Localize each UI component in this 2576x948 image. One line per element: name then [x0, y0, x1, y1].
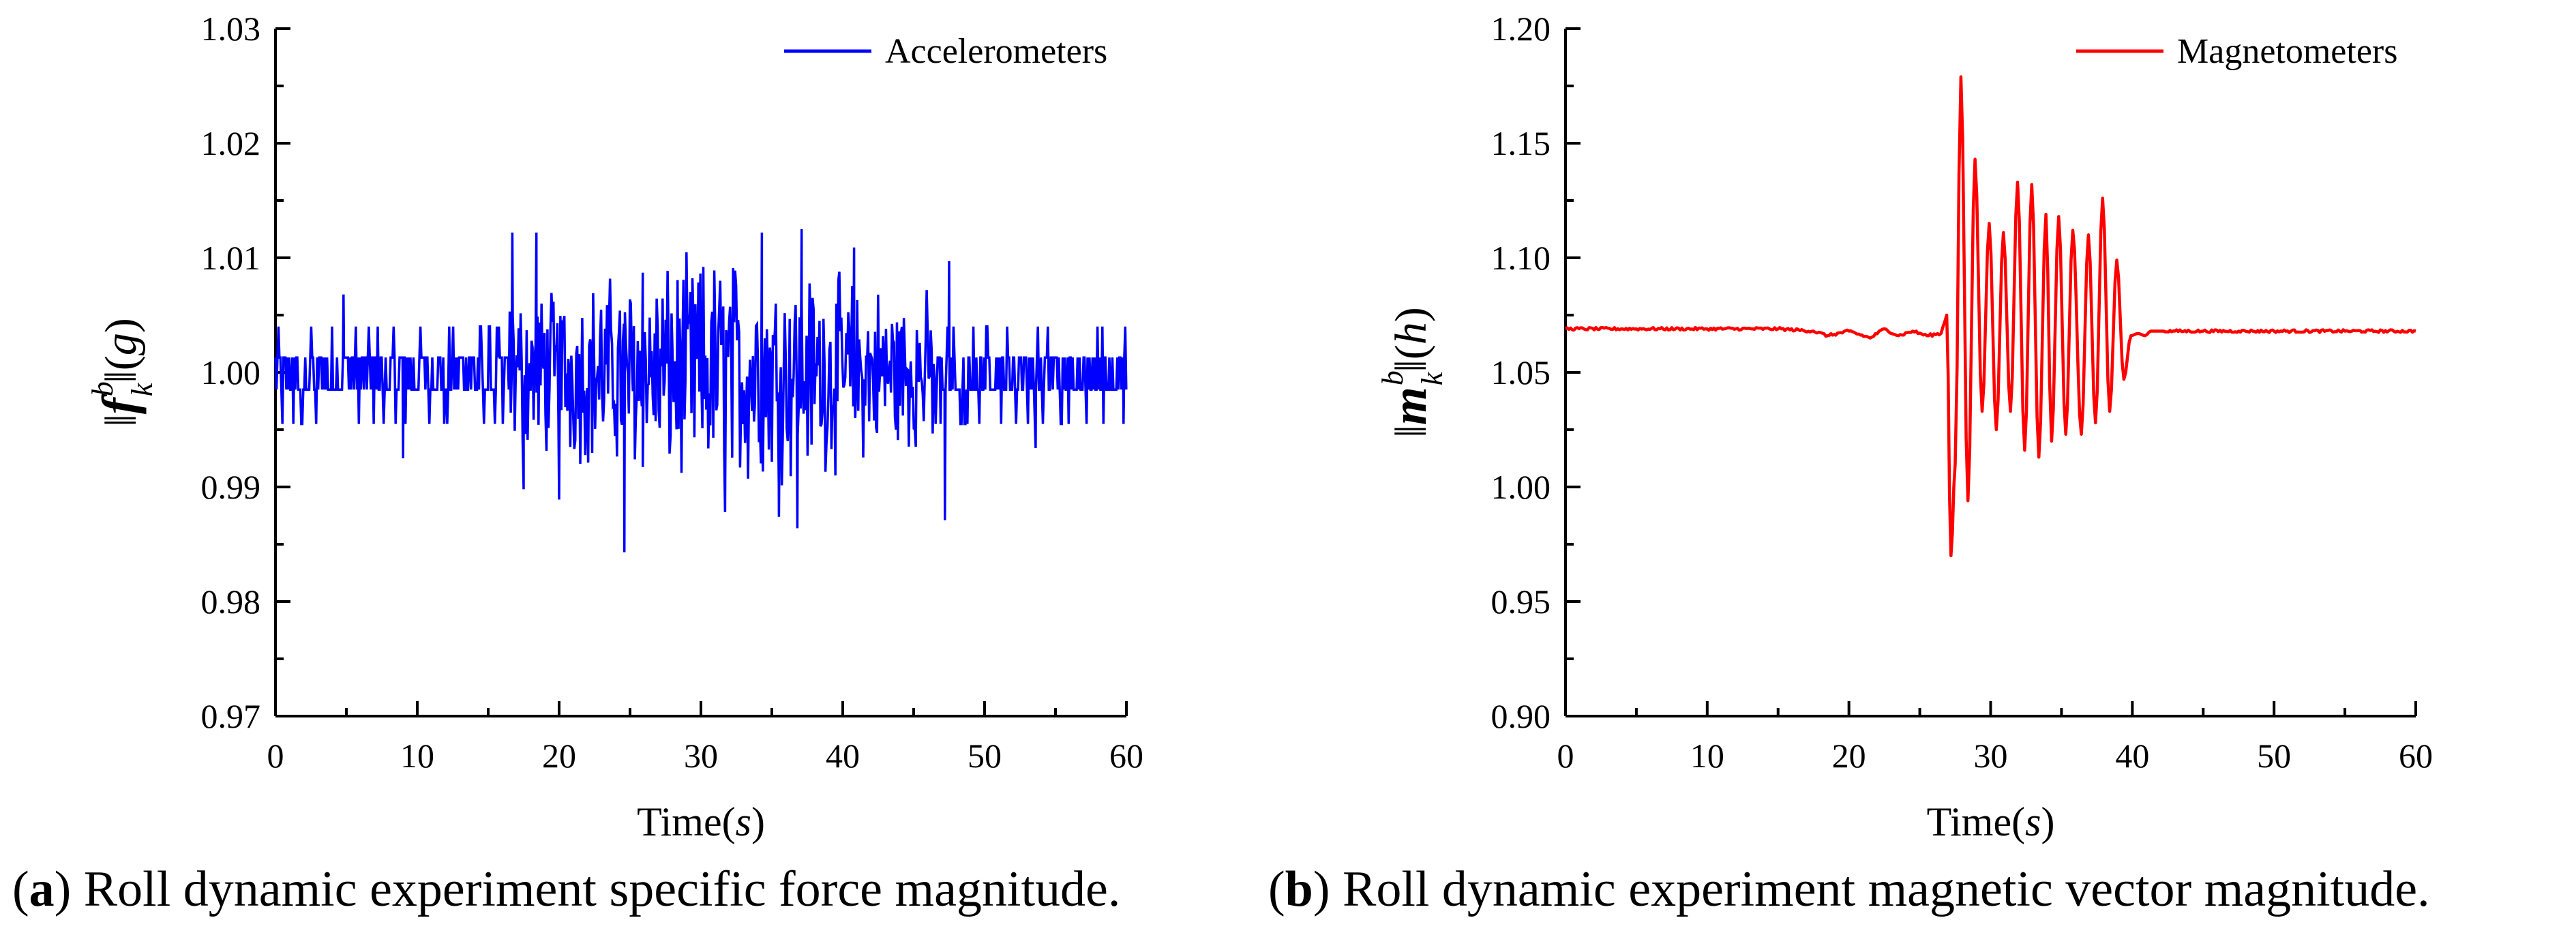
caption-a: (a) Roll dynamic experiment specific for… — [12, 861, 1121, 917]
caption-a-letter: a — [29, 861, 55, 917]
y-tick-label: 1.05 — [1491, 353, 1551, 391]
legend-label: Magnetometers — [2177, 32, 2397, 71]
series-line — [274, 228, 1128, 552]
legend: Accelerometers — [784, 32, 1107, 71]
y-axis-title: ‖mb k‖(h) — [1376, 307, 1449, 438]
caption-a-text: ) Roll dynamic experiment specific force… — [54, 861, 1121, 917]
x-tick-label: 60 — [1109, 737, 1143, 775]
series-line — [1564, 75, 2416, 558]
x-tick-label: 30 — [1974, 737, 2008, 775]
y-tick-label: 1.03 — [201, 10, 261, 48]
y-tick-label: 1.10 — [1491, 239, 1551, 277]
x-tick-label: 30 — [684, 737, 718, 775]
y-tick-label: 0.97 — [201, 697, 261, 735]
y-tick-label: 0.98 — [201, 582, 261, 621]
x-tick-label: 50 — [968, 737, 1002, 775]
legend: Magnetometers — [2076, 32, 2397, 71]
chart-panel-b: 0 10 20 30 40 50 60 0.90 0.95 1.00 1.05 1.10 1.15 1.2… — [1376, 10, 2433, 844]
x-tick-label: 60 — [2399, 737, 2433, 775]
chart-panel-a: 0 10 20 30 40 50 60 0.97 0.98 0.99 1.00 1.01 1.02 1.0… — [86, 10, 1143, 844]
caption-b: (b) Roll dynamic experiment magnetic vec… — [1268, 861, 2430, 917]
y-axis-title: ‖fb k‖(g) — [86, 318, 159, 427]
x-axis-title: Time(s) — [1927, 799, 2055, 844]
y-tick-label: 1.01 — [201, 239, 261, 277]
x-tick-label: 0 — [1557, 737, 1574, 775]
caption-b-text: ) Roll dynamic experiment magnetic vecto… — [1313, 861, 2430, 917]
y-tick-label: 0.99 — [201, 468, 261, 506]
series-magnetometers — [1564, 75, 2416, 558]
x-tick-label: 10 — [400, 737, 434, 775]
x-tick-label: 40 — [826, 737, 860, 775]
y-tick-label: 0.95 — [1491, 582, 1551, 621]
x-tick-label: 40 — [2115, 737, 2149, 775]
x-tick-label: 50 — [2257, 737, 2291, 775]
x-tick-label: 10 — [1690, 737, 1724, 775]
x-tick-label: 20 — [542, 737, 576, 775]
series-accelerometers — [274, 228, 1128, 552]
y-tick-label: 1.20 — [1491, 10, 1551, 48]
x-axis-title: Time(s) — [637, 799, 765, 844]
y-tick-label: 1.00 — [1491, 468, 1551, 506]
y-tick-label: 1.02 — [201, 124, 261, 162]
caption-b-letter: b — [1285, 861, 1313, 917]
x-tick-label: 20 — [1832, 737, 1866, 775]
y-tick-label: 0.90 — [1491, 697, 1551, 735]
y-tick-label: 1.00 — [201, 353, 261, 391]
x-tick-label: 0 — [267, 737, 284, 775]
legend-label: Accelerometers — [885, 32, 1107, 71]
y-tick-label: 1.15 — [1491, 124, 1551, 162]
